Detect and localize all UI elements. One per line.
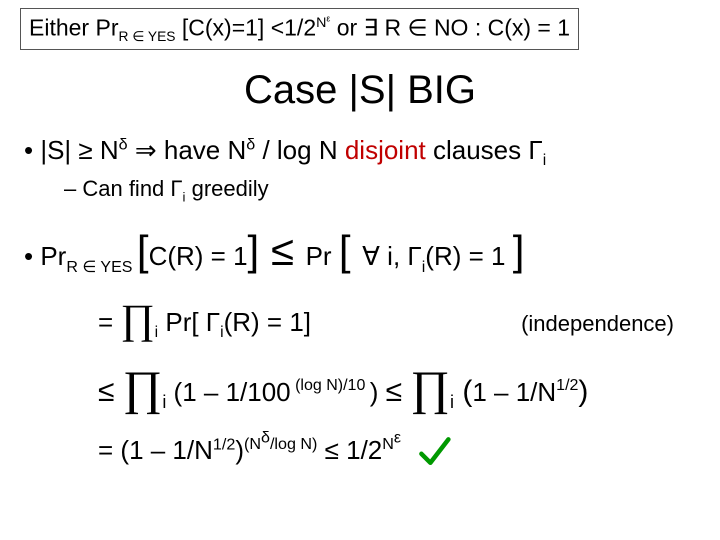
product-symbol: ∏ (120, 296, 154, 342)
product-symbol: ∏ (410, 362, 450, 415)
math-line-2: ≤ ∏i (1 – 1/100 (log N)/10 ) ≤ ∏i (1 – 1… (98, 358, 700, 413)
header-sub1: R ∈ YES (118, 29, 175, 44)
bullet-2: • PrR ∈ YES [C(R) = 1] ≤ Pr [ ∀ i, Γi(R)… (24, 227, 700, 277)
slide-title: Case |S| BIG (20, 68, 700, 113)
independence-note: (independence) (521, 311, 674, 337)
product-symbol: ∏ (123, 362, 163, 415)
header-prefix: Either Pr (29, 14, 118, 40)
disjoint-word: disjoint (345, 135, 426, 165)
header-exp1: Nε (316, 15, 330, 31)
subbullet-1: – Can find Γi greedily (64, 176, 700, 204)
math-line-1: = ∏i Pr[ Γi(R) = 1] (independence) (98, 293, 700, 342)
bullet-1: • |S| ≥ Nδ ⇒ have Nδ / log N disjoint cl… (24, 135, 700, 170)
header-box: Either PrR ∈ YES [C(x)=1] <1/2Nε or ∃ R … (20, 8, 579, 50)
header-mid: [C(x)=1] <1/2 (176, 14, 317, 40)
checkmark-icon (416, 432, 452, 472)
header-tail: or ∃ R ∈ NO : C(x) = 1 (330, 14, 570, 40)
math-line-3: = (1 – 1/N1/2)(Nδ/log N) ≤ 1/2Nε (98, 429, 700, 472)
